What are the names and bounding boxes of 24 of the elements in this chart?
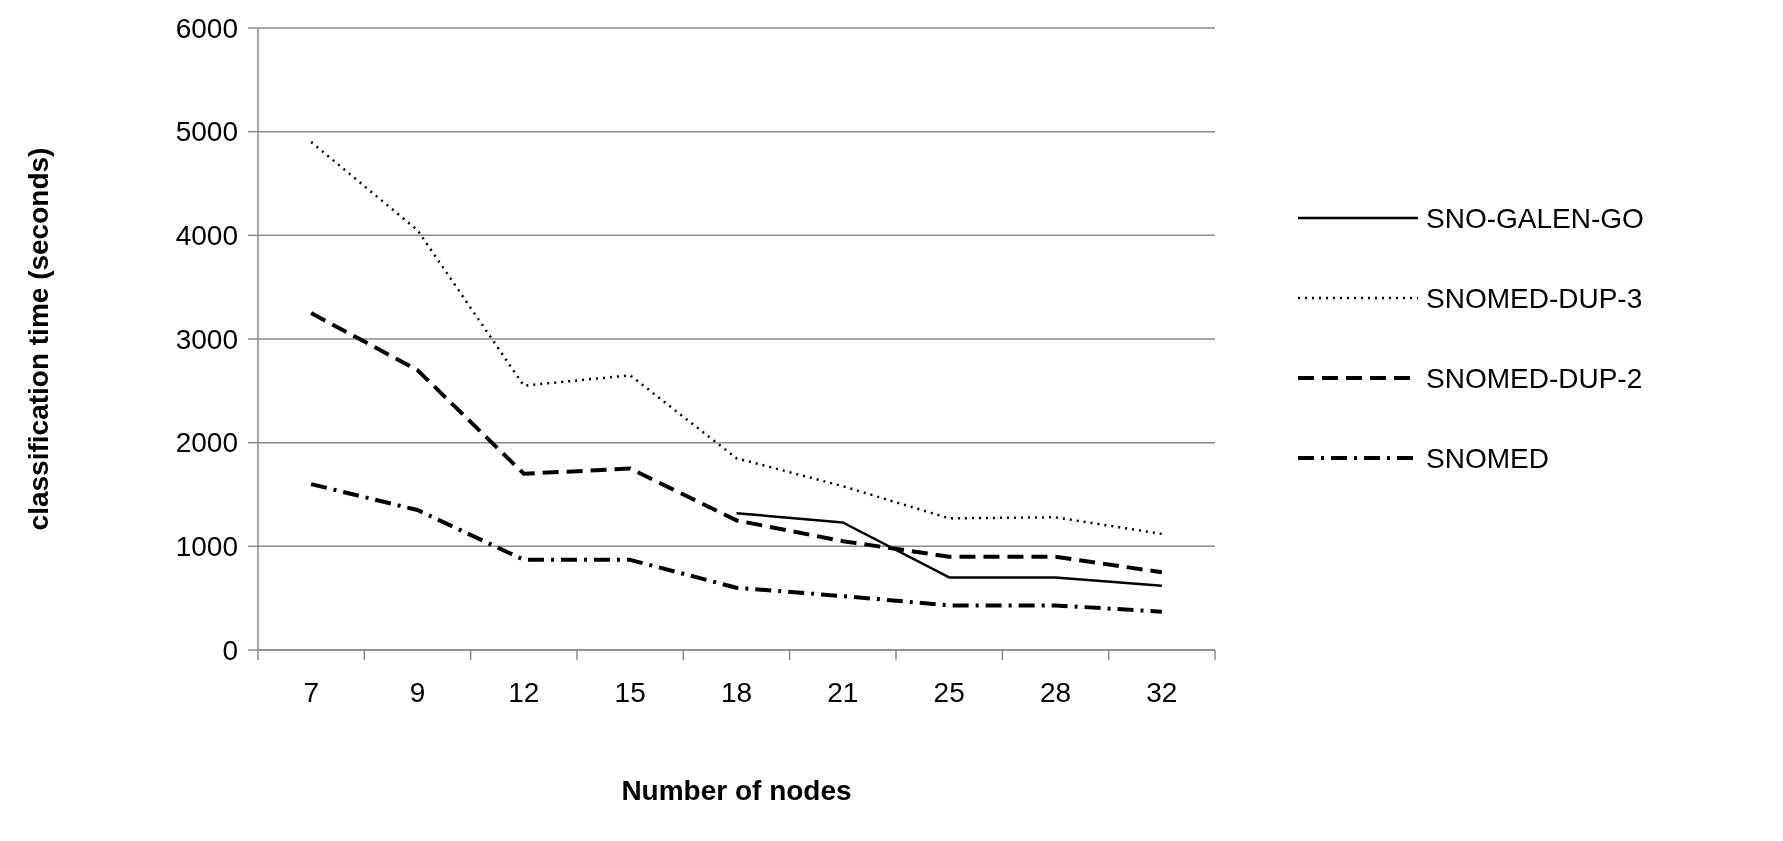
y-tick-label: 1000 <box>175 531 238 563</box>
legend-label: SNOMED-DUP-3 <box>1426 282 1643 314</box>
legend-label: SNOMED-DUP-2 <box>1426 362 1643 394</box>
legend-label: SNOMED <box>1426 442 1549 474</box>
x-tick-label: 25 <box>933 677 965 708</box>
legend-label: SNO-GALEN-GO <box>1426 202 1644 234</box>
x-tick-label: 18 <box>720 677 753 708</box>
y-tick-label: 0 <box>222 634 238 666</box>
y-tick-label: 3000 <box>175 323 238 355</box>
x-tick-label: 9 <box>409 677 426 708</box>
x-tick-label: 32 <box>1146 677 1178 708</box>
x-tick-label: 28 <box>1039 677 1072 708</box>
x-tick-label: 7 <box>303 677 319 708</box>
x-tick-label: 21 <box>827 677 859 708</box>
x-tick-label: 15 <box>614 677 646 708</box>
y-tick-label: 6000 <box>175 12 238 44</box>
y-tick-label: 5000 <box>175 116 238 148</box>
y-tick-label: 4000 <box>175 220 238 252</box>
line-series <box>309 482 1164 614</box>
y-tick-label: 2000 <box>175 427 238 459</box>
x-tick-label: 12 <box>508 677 540 708</box>
x-axis-title: Number of nodes <box>621 775 852 806</box>
line-series <box>309 140 1164 536</box>
y-axis-title: classification time (seconds) <box>23 147 54 531</box>
